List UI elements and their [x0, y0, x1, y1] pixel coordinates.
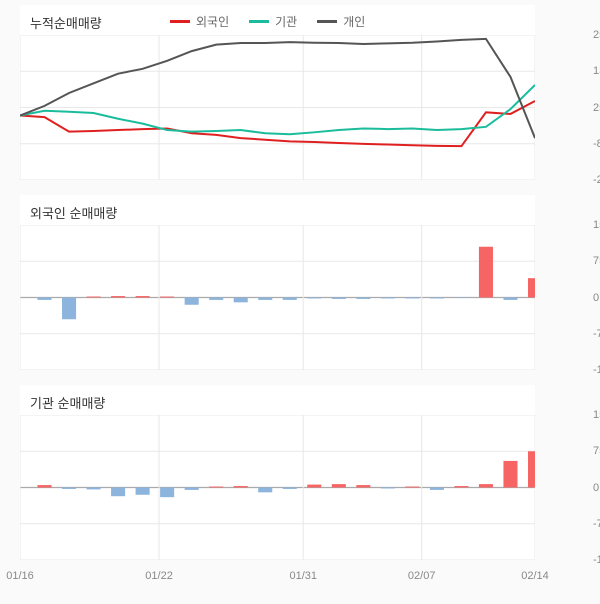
bar [307, 485, 321, 488]
legend-label: 외국인 [196, 13, 229, 30]
bar [430, 488, 444, 490]
x-tick-label: 02/14 [521, 570, 549, 582]
cumulative-title: 누적순매매량 [30, 13, 102, 32]
bar [332, 298, 346, 299]
bar [87, 297, 101, 298]
x-axis: 01/1601/2201/3102/0702/14 [20, 570, 535, 590]
bar [528, 278, 535, 297]
y-tick-label: 75,000 [593, 255, 600, 267]
bar [479, 247, 493, 298]
y-tick-label: 75,000 [593, 445, 600, 457]
bar [307, 298, 321, 299]
bar [356, 485, 370, 487]
bar [38, 485, 52, 487]
legend-swatch [170, 20, 190, 23]
bar [62, 298, 76, 320]
y-tick-label: 0 [593, 482, 599, 494]
cumulative-panel: 누적순매매량 외국인기관개인 250,000137,50025,000-87,5… [20, 5, 535, 180]
y-tick-label: -150,000 [593, 554, 600, 566]
bar [160, 488, 174, 498]
bar [503, 461, 517, 488]
y-tick-label: 25,000 [593, 102, 600, 114]
bar [283, 298, 297, 300]
x-tick-label: 01/31 [289, 570, 317, 582]
y-tick-label: 0 [593, 292, 599, 304]
legend-swatch [317, 20, 337, 23]
bar [87, 488, 101, 490]
bar [405, 298, 419, 299]
bar [479, 484, 493, 487]
bar [405, 487, 419, 488]
legend-item: 개인 [317, 13, 365, 30]
line-series-inst [20, 85, 535, 134]
bar [381, 298, 395, 299]
legend-swatch [249, 20, 269, 23]
bar [528, 451, 535, 487]
y-tick-label: -200,000 [593, 174, 600, 186]
y-tick-label: -75,000 [593, 518, 600, 530]
bar [381, 488, 395, 489]
bar [234, 486, 248, 487]
x-tick-label: 01/22 [145, 570, 173, 582]
legend-label: 기관 [275, 13, 297, 30]
foreign-panel: 외국인 순매매량 150,00075,0000-75,000-150,000 [20, 195, 535, 370]
bar [234, 298, 248, 303]
x-tick-label: 01/16 [6, 570, 34, 582]
foreign-title: 외국인 순매매량 [30, 203, 117, 222]
stock-chart-dashboard: 누적순매매량 외국인 기관 개인 250,000 137,500 25,000 -87,5… [0, 0, 600, 604]
bar [185, 298, 199, 305]
bar [136, 296, 150, 297]
institution-title: 기관 순매매량 [30, 393, 105, 412]
y-tick-label: 137,500 [593, 65, 600, 77]
bar [430, 298, 444, 299]
plot-area-1 [20, 35, 535, 180]
bar [258, 298, 272, 300]
x-tick-label: 02/07 [408, 570, 436, 582]
bar [332, 484, 346, 487]
bar [160, 297, 174, 298]
bar [209, 487, 223, 488]
bar [111, 488, 125, 497]
bar [283, 488, 297, 489]
line-series-indiv [20, 39, 535, 138]
plot-area-2 [20, 225, 535, 370]
y-tick-label: 150,000 [593, 219, 600, 231]
y-tick-label: -87,500 [593, 138, 600, 150]
bar [136, 488, 150, 495]
bar [258, 488, 272, 493]
bar [356, 298, 370, 299]
bar [209, 298, 223, 300]
institution-panel: 기관 순매매량 150,00075,0000-75,000-150,000 [20, 385, 535, 560]
bar [454, 486, 468, 487]
bar [503, 298, 517, 300]
legend-item: 외국인 [170, 13, 229, 30]
legend-label: 개인 [343, 13, 365, 30]
bar [111, 296, 125, 297]
y-tick-label: -150,000 [593, 364, 600, 376]
bar [62, 488, 76, 489]
y-tick-label: 150,000 [593, 409, 600, 421]
y-tick-label: -75,000 [593, 328, 600, 340]
legend: 외국인 기관 개인 [170, 13, 365, 30]
plot-area-3 [20, 415, 535, 560]
y-tick-label: 250,000 [593, 29, 600, 41]
bar [38, 298, 52, 300]
legend-item: 기관 [249, 13, 297, 30]
bar [185, 488, 199, 490]
